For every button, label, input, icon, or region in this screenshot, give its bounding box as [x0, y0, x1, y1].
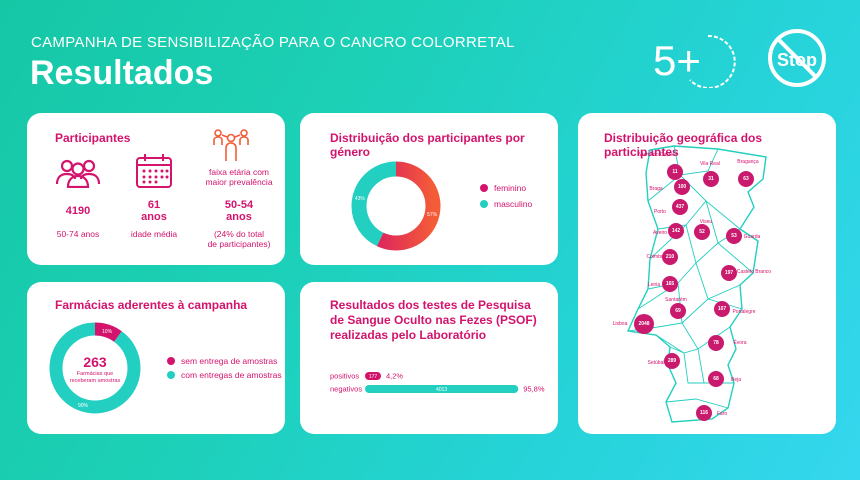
district-badge-aveiro: 142	[668, 223, 684, 239]
district-badge-viseu: 52	[694, 224, 710, 240]
geo-card: Distribuição geográfica dos participante…	[578, 113, 836, 434]
pharmacies-total: 263	[83, 354, 107, 370]
logo-five-text: 5+	[653, 37, 701, 84]
pharmacies-title: Farmácias aderentes à campanha	[55, 298, 248, 312]
district-label-aveiro: Aveiro	[652, 230, 668, 236]
psof-title-line1: Resultados dos testes de Pesquisa	[330, 298, 531, 312]
legend-with-label: com entregas de amostras	[181, 370, 282, 380]
district-badge-lisboa: 2048	[634, 314, 654, 334]
district-label-viana-castelo: Viana do Castelo	[639, 152, 677, 158]
psof-card: Resultados dos testes de Pesquisa de San…	[300, 282, 558, 434]
district-label-beja: Beja	[730, 377, 741, 383]
psof-bar-count-1: 4013	[436, 387, 447, 393]
page-title: Resultados	[30, 54, 214, 92]
gender-donut-chart: 57% 43%	[351, 161, 441, 251]
average-age-value: 61	[147, 199, 161, 211]
age-group-caption-line2: de participantes)	[207, 239, 271, 249]
psof-bar-1	[365, 385, 519, 393]
district-label-evora: Évora	[733, 340, 747, 346]
age-group-label-line2: maior prevalência	[205, 177, 273, 187]
pharmacies-slice-label-1: 90%	[78, 403, 89, 409]
district-badge-vila-real: 31	[703, 171, 719, 187]
district-badge-evora: 78	[708, 335, 724, 351]
legend-male-swatch	[480, 200, 488, 208]
gender-slice-1	[351, 161, 441, 251]
legend-without-label: sem entrega de amostras	[181, 356, 278, 366]
five-plus-logo: 5+	[653, 34, 736, 88]
district-label-porto: Porto	[654, 209, 666, 215]
district-badge-braganca: 63	[738, 171, 754, 187]
psof-row-label-0: positivos	[330, 372, 359, 381]
pharmacies-slice-1	[49, 322, 141, 414]
district-badge-castelo-branco: 197	[721, 265, 737, 281]
district-badge-setubal: 289	[664, 353, 680, 369]
district-label-leiria: Leiria	[647, 282, 661, 288]
participants-title: Participantes	[55, 131, 131, 145]
legend-without-swatch	[167, 357, 175, 365]
district-badge-santarem: 69	[670, 303, 686, 319]
district-badge-portalegre: 107	[714, 301, 730, 317]
psof-title-line3: realizadas pelo Laboratório	[330, 328, 487, 342]
legend-female-label: feminino	[494, 183, 527, 193]
district-label-viseu: Viseu	[699, 219, 713, 225]
psof-bar-pct-0: 4,2%	[386, 372, 403, 381]
district-label-braga: Braga	[649, 186, 663, 192]
district-badge-leiria: 165	[662, 276, 678, 292]
pharmacies-slice-label-0: 10%	[102, 329, 113, 335]
participants-count-caption: 50-74 anos	[56, 229, 100, 239]
age-group-value: 50-54	[224, 199, 254, 211]
pharmacies-card: Farmácias aderentes à campanha 10% 90% 26…	[27, 282, 285, 434]
legend-male-label: masculino	[494, 199, 533, 209]
calendar-icon	[136, 154, 172, 188]
district-label-faro: Faro	[716, 411, 728, 417]
legend-with-samples: com entregas de amostras	[167, 370, 282, 380]
average-age-caption: idade média	[130, 229, 178, 239]
district-badge-viana-castelo: 11	[667, 164, 683, 180]
legend-female-swatch	[480, 184, 488, 192]
district-badge-coimbra: 210	[662, 249, 678, 265]
pharmacies-caption: Farmácias que receberam amostras	[69, 371, 121, 384]
gender-card: Distribuição dos participantes por géner…	[300, 113, 558, 265]
gender-slice-label-1: 43%	[355, 196, 366, 202]
age-group-caption-line1: (24% do total	[213, 229, 265, 239]
pharmacies-donut-chart: 10% 90%	[49, 322, 141, 414]
legend-female: feminino	[480, 183, 526, 193]
psof-bar-0	[365, 372, 381, 380]
psof-bar-chart: positivos 177 4,2% negativos 4013 95,8%	[330, 372, 545, 394]
district-badge-faro: 116	[696, 405, 712, 421]
district-label-braganca: Bragança	[737, 159, 759, 165]
district-label-guarda: Guarda	[743, 234, 761, 240]
psof-row-label-1: negativos	[330, 385, 362, 394]
legend-without-samples: sem entrega de amostras	[167, 356, 277, 366]
legend-male: masculino	[480, 199, 532, 209]
district-label-lisboa: Lisboa	[612, 321, 628, 327]
stop-logo: Stop	[768, 29, 826, 87]
participants-count: 4190	[65, 205, 91, 217]
legend-with-swatch	[167, 371, 175, 379]
district-label-setubal: Setúbal	[647, 360, 665, 366]
gender-title: Distribuição dos participantes por géner…	[330, 131, 525, 159]
age-group-label-line1: faixa etária com	[209, 167, 269, 177]
age-group-unit: anos	[226, 211, 252, 223]
psof-bar-count-0: 177	[369, 374, 378, 380]
district-label-castelo-branco: Castelo Branco	[736, 269, 772, 275]
district-badge-guarda: 53	[726, 228, 742, 244]
logo-stop-text: Stop	[777, 50, 817, 70]
district-label-vila-real: Vila Real	[700, 161, 720, 167]
campaign-title: CAMPANHA DE SENSIBILIZAÇÃO PARA O CANCRO…	[31, 34, 515, 51]
psof-title-line2: de Sangue Oculto nas Fezes (PSOF)	[330, 313, 537, 327]
people-group-icon	[55, 159, 101, 188]
geo-title: Distribuição geográfica dos participante…	[604, 131, 763, 159]
gender-slice-label-0: 57%	[427, 212, 438, 218]
district-label-santarem: Santarém	[665, 297, 687, 303]
district-label-coimbra: Coimbra	[646, 254, 666, 260]
psof-bar-pct-1: 95,8%	[523, 385, 545, 394]
district-label-portalegre: Portalegre	[732, 309, 756, 315]
average-age-unit: anos	[141, 211, 167, 223]
district-badge-porto: 437	[672, 199, 688, 215]
district-badge-braga: 100	[674, 179, 690, 195]
participants-card: Participantes 4190 50-74 anos 61 anos id…	[27, 113, 285, 265]
age-group-icon	[213, 129, 249, 161]
district-badge-beja: 68	[708, 371, 724, 387]
